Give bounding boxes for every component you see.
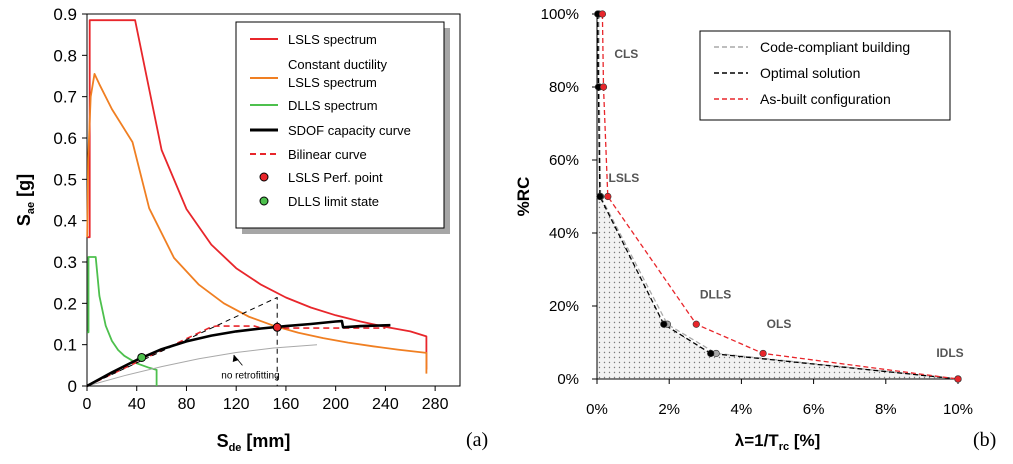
- x-tick-label-b: 2%: [658, 401, 680, 418]
- x-tick-label-a: 40: [128, 396, 146, 413]
- annotation-text: no retrofitting: [221, 371, 279, 382]
- point-as-built: [759, 349, 767, 358]
- point-as-built: [954, 375, 962, 383]
- legend-label-a: Bilinear curve: [288, 147, 367, 162]
- y-tick-label-a: 0.2: [53, 294, 77, 313]
- x-tick-label-a: 160: [273, 396, 300, 413]
- series-constant-ductility: [86, 73, 428, 374]
- panel-label-a: (a): [466, 429, 488, 451]
- legend-label-b: Optimal solution: [760, 65, 860, 81]
- legend-label-a: LSLS spectrum: [288, 32, 377, 47]
- legend-label-a: DLLS limit state: [288, 194, 379, 209]
- y-tick-label-b: 20%: [549, 298, 579, 315]
- point-as-built: [599, 83, 608, 91]
- feasible-region-fill: [597, 14, 958, 379]
- x-tick-label-a: 240: [372, 396, 399, 413]
- x-tick-label-a: 200: [322, 396, 349, 413]
- legend-box-a: [235, 21, 445, 229]
- y-axis-title-a-main: S: [14, 214, 34, 226]
- y-axis-title-b-main: %RC: [514, 177, 533, 217]
- x-axis-title-a-sub: de: [229, 442, 242, 454]
- legend-label-a: LSLS spectrum: [288, 75, 377, 90]
- y-tick-label-b: 0%: [557, 371, 579, 388]
- point-as-built: [604, 192, 612, 201]
- y-tick-label-b: 80%: [549, 79, 579, 96]
- y-axis-title-b: %RC: [514, 177, 533, 217]
- legend-marker-a: [259, 172, 269, 182]
- series-lsls: [87, 19, 428, 370]
- dlls-limit-point: [137, 352, 147, 362]
- legend-label-a: SDOF capacity curve: [288, 123, 411, 138]
- y-axis-title-a-rest: [g]: [14, 174, 34, 202]
- y-axis-title-a: Sae [g]: [14, 174, 37, 226]
- x-tick-label-b: 4%: [731, 401, 753, 418]
- series-dlls: [87, 256, 158, 386]
- y-tick-label-b: 100%: [541, 6, 579, 23]
- y-tick-label-a: 0.3: [53, 253, 77, 272]
- y-tick-label-a: 0.7: [53, 88, 77, 107]
- annotation-arrow-head: [232, 355, 239, 362]
- y-tick-label-b: 40%: [549, 225, 579, 242]
- y-tick-label-a: 0.8: [53, 46, 77, 65]
- legend-label-b: As-built configuration: [760, 91, 891, 107]
- x-axis-title-a-main: S: [217, 431, 229, 451]
- y-tick-label-a: 0.4: [53, 212, 77, 231]
- x-axis-title-b-rest: [%]: [789, 431, 820, 450]
- point-as-built: [598, 10, 607, 18]
- x-tick-label-b: 6%: [803, 401, 825, 418]
- x-tick-label-b: 8%: [875, 401, 897, 418]
- y-tick-label-a: 0.1: [53, 336, 77, 355]
- x-tick-label-b: 10%: [943, 401, 973, 418]
- x-axis-title-b-sub: rc: [779, 441, 789, 453]
- x-axis-title-a: Sde [mm]: [217, 431, 291, 454]
- point-label-b: LSLS: [609, 171, 640, 185]
- chart-a: (a) 0 40 80 120 160 200 240 280 0 0.1 0.2 0.3 0.4 0.5…: [14, 5, 488, 454]
- legend-label-a: Constant ductility: [288, 57, 387, 72]
- legend-marker-a: [259, 196, 269, 206]
- x-tick-label-a: 80: [178, 396, 196, 413]
- y-tick-label-b: 60%: [549, 152, 579, 169]
- point-optimal: [707, 349, 715, 358]
- y-tick-label-a: 0.9: [53, 5, 77, 24]
- y-tick-label-a: 0.5: [53, 170, 77, 189]
- series-as-built: [601, 13, 959, 380]
- y-tick-label-a: 0: [68, 377, 77, 396]
- panel-label-b: (b): [973, 429, 996, 451]
- x-axis-title-b: λ=1/Trc [%]: [735, 431, 821, 453]
- legend-label-b: Code-compliant building: [760, 39, 910, 55]
- point-as-built: [692, 320, 700, 328]
- point-optimal: [596, 192, 604, 201]
- series-no-retrofit: [86, 344, 318, 387]
- x-tick-label-a: 120: [223, 396, 250, 413]
- point-label-b: DLLS: [700, 288, 731, 302]
- x-axis-title-a-rest: [mm]: [241, 431, 290, 451]
- lsls-perf-point: [272, 322, 282, 332]
- x-tick-label-a: 0: [83, 396, 92, 413]
- x-tick-label-a: 280: [422, 396, 449, 413]
- y-axis-title-a-sub: ae: [25, 202, 37, 214]
- legend-box-b: [699, 30, 951, 121]
- chart-b: (b) 0%2%4%6%8%10%0%20%40%60%80%100%RLSCL…: [514, 6, 996, 453]
- y-tick-label-a: 0.6: [53, 129, 77, 148]
- point-label-b: CLS: [614, 47, 638, 61]
- point-label-b: IDLS: [936, 346, 963, 360]
- series-code-compliant: [598, 13, 959, 380]
- x-tick-label-b: 0%: [586, 401, 608, 418]
- legend-label-a: LSLS Perf. point: [288, 170, 383, 185]
- series-optimal: [597, 13, 959, 380]
- series-demand-dash: [86, 297, 278, 387]
- point-label-b: OLS: [767, 317, 792, 331]
- legend-label-a: DLLS spectrum: [288, 98, 378, 113]
- point-optimal: [660, 320, 668, 328]
- x-axis-title-b-main: λ=1/T: [735, 431, 780, 450]
